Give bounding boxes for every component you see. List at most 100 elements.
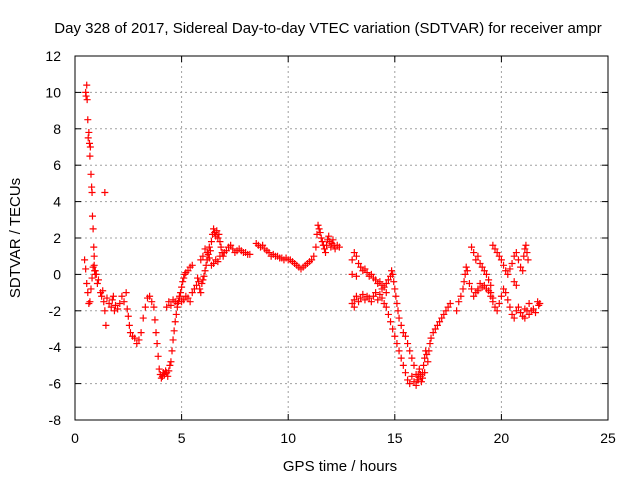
data-point [404,340,412,348]
data-point [200,272,208,280]
data-point [86,298,94,306]
data-point [365,294,373,302]
data-point [508,310,516,318]
y-tick-label: 8 [53,121,61,137]
data-point [393,340,401,348]
data-point [312,243,320,251]
data-point [517,309,525,317]
data-point [388,267,396,275]
data-point [217,243,225,251]
data-point [175,294,183,302]
data-point [82,265,90,273]
data-point [512,281,520,289]
data-point [98,292,106,300]
data-point [497,256,505,264]
y-tick-label: 0 [53,266,61,282]
data-point [536,300,544,308]
data-point [83,280,91,287]
data-point [108,296,116,304]
y-tick-label: -4 [49,339,62,355]
data-point [350,249,358,257]
axis-tick-labels: 0 5 10 15 20 25 -8 -6 -4 -2 0 2 4 6 8 10 12 [45,48,616,446]
data-point [457,292,465,300]
data-point [376,290,384,298]
data-point [523,249,531,257]
data-point [87,285,95,293]
data-point [210,259,218,267]
data-point [201,267,209,275]
x-tick-label: 10 [280,430,296,446]
data-point [210,225,218,233]
data-point [327,243,335,251]
data-point [216,238,224,246]
data-point [86,143,94,151]
data-point [120,298,128,306]
y-tick-label: -6 [49,376,62,392]
y-tick-label: 6 [53,157,61,173]
data-point [390,278,398,286]
data-point [323,241,331,249]
data-point [112,301,120,309]
data-point [355,259,363,267]
x-tick-label: 15 [387,430,403,446]
data-point [107,303,115,311]
data-point [92,270,100,278]
data-point [167,301,175,309]
data-point [131,334,139,342]
data-point [517,263,525,271]
data-point [372,289,380,297]
data-point [101,307,109,315]
data-point [459,285,467,293]
data-point [184,267,192,275]
data-point [171,318,179,326]
data-point [382,280,390,287]
data-point [85,128,93,136]
data-point [474,287,482,295]
data-point [331,245,339,253]
data-point [468,285,476,293]
data-point [166,361,174,369]
data-point [482,270,490,278]
data-point [229,245,237,253]
data-point [438,314,446,322]
data-point [314,221,322,229]
data-point [179,278,187,286]
data-point [146,292,154,300]
data-point [522,241,530,249]
data-point [397,354,405,362]
data-point [391,332,399,340]
data-point [83,96,91,104]
data-point [214,258,222,266]
data-point [198,280,206,287]
x-tick-label: 0 [71,430,79,446]
data-point [188,289,196,297]
data-point [495,252,503,260]
x-tick-label: 25 [600,430,616,446]
data-point [126,329,134,337]
data-point [168,347,176,355]
data-point [259,241,267,249]
x-tick-label: 5 [178,430,186,446]
data-point [504,296,512,304]
data-point [320,245,328,253]
data-point [389,270,397,278]
data-point [384,276,392,284]
data-point [215,230,223,238]
data-point [395,314,403,322]
data-point [382,289,390,297]
data-point [491,245,499,253]
data-point [84,134,92,142]
data-point [442,307,450,315]
data-point [133,340,141,348]
y-tick-label: 10 [45,84,61,100]
data-point [420,361,428,369]
data-point [141,303,149,311]
data-point [431,325,439,333]
data-point [487,289,495,297]
data-point [150,303,158,311]
data-point [148,298,156,306]
data-point [410,361,418,369]
data-point [317,234,325,242]
data-point [357,294,365,302]
data-point [216,252,224,260]
